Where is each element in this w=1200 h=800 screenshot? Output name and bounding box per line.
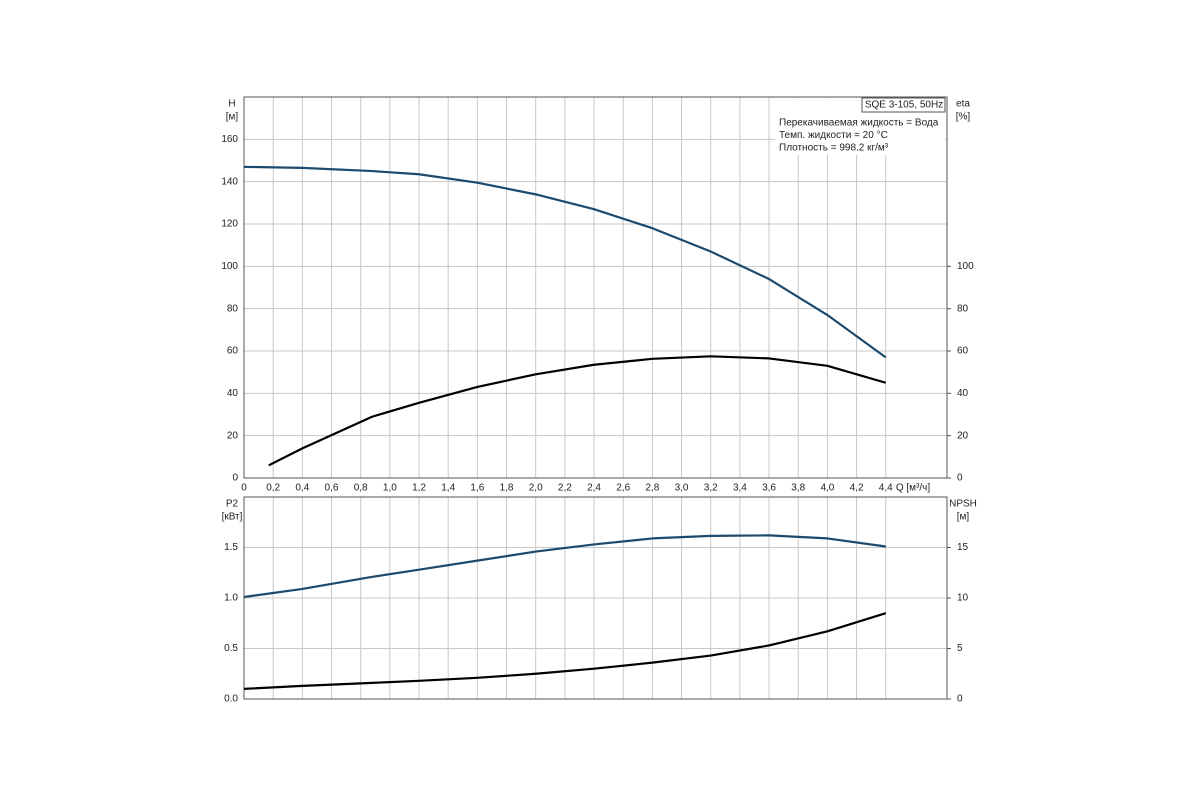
y-tick-label: 80 <box>227 303 239 314</box>
x-tick-label: 1,0 <box>383 483 397 494</box>
x-tick-label: 1,6 <box>470 483 484 494</box>
y-tick-label: 140 <box>221 176 238 187</box>
series-line <box>243 612 887 690</box>
x-tick-label: 2,0 <box>529 483 543 494</box>
y-tick-label: 0.5 <box>224 643 238 654</box>
y-tick-label: 1.5 <box>224 542 238 553</box>
plot-frame <box>243 96 948 479</box>
annotation: Темп. жидкости = 20 °C <box>779 130 888 141</box>
y2-tick-label: 100 <box>957 261 974 272</box>
annotation: Плотность = 998.2 кг/м³ <box>779 143 889 154</box>
y-tick-label: 20 <box>227 430 239 441</box>
y2-axis-unit: [м] <box>957 512 970 523</box>
y2-tick-label: 0 <box>957 473 963 484</box>
x-tick-label: 0,4 <box>295 483 309 494</box>
y-tick-label: 100 <box>221 261 238 272</box>
x-tick-label: 0,2 <box>266 483 280 494</box>
x-tick-label: 1,2 <box>412 483 426 494</box>
series-line <box>243 165 887 359</box>
y2-axis-label: eta <box>956 99 970 110</box>
x-tick-label: 1,4 <box>441 483 455 494</box>
x-tick-label: 3,2 <box>704 483 718 494</box>
x-tick-label: 4,2 <box>850 483 864 494</box>
x-tick-label: 3,6 <box>762 483 776 494</box>
y-axis-unit: [м] <box>226 112 239 123</box>
y2-axis-label: NPSH <box>949 499 977 510</box>
y-tick-label: 0.0 <box>224 694 238 705</box>
y2-axis-unit: [%] <box>956 112 971 123</box>
x-tick-label: 0 <box>241 483 247 494</box>
x-tick-label: 2,2 <box>558 483 572 494</box>
x-tick-label: 4,4 <box>879 483 893 494</box>
x-tick-label: 1,8 <box>500 483 514 494</box>
annotation: Перекачиваемая жидкость = Вода <box>779 118 939 129</box>
y2-tick-label: 0 <box>957 694 963 705</box>
y2-tick-label: 5 <box>957 643 963 654</box>
y2-tick-label: 20 <box>957 430 969 441</box>
series-line <box>268 355 887 467</box>
y-tick-label: 1.0 <box>224 593 238 604</box>
plot-frame <box>243 496 948 700</box>
x-tick-label: 2,6 <box>616 483 630 494</box>
y-tick-label: 40 <box>227 388 239 399</box>
y-tick-label: 120 <box>221 219 238 230</box>
x-tick-label: 0,6 <box>325 483 339 494</box>
y-tick-label: 60 <box>227 346 239 357</box>
x-tick-label: 3,0 <box>675 483 689 494</box>
y2-tick-label: 60 <box>957 346 969 357</box>
x-tick-label: 0,8 <box>354 483 368 494</box>
y-axis-label: P2 <box>226 499 239 510</box>
y2-tick-label: 10 <box>957 593 969 604</box>
x-tick-label: 2,4 <box>587 483 601 494</box>
y2-tick-label: 40 <box>957 388 969 399</box>
y2-tick-label: 80 <box>957 303 969 314</box>
y-axis-label: H <box>228 99 235 110</box>
x-tick-label: 4,0 <box>820 483 834 494</box>
y-tick-label: 0 <box>232 473 238 484</box>
x-tick-label: 3,4 <box>733 483 747 494</box>
title-box <box>861 97 946 113</box>
x-axis-label: Q [м³/ч] <box>896 483 931 494</box>
chart-title: SQE 3-105, 50Hz <box>865 100 943 111</box>
x-tick-label: 3,8 <box>791 483 805 494</box>
y2-tick-label: 15 <box>957 542 969 553</box>
y-axis-unit: [кВт] <box>222 512 243 523</box>
y-tick-label: 160 <box>221 134 238 145</box>
series-line <box>243 534 886 599</box>
x-tick-label: 2,8 <box>645 483 659 494</box>
